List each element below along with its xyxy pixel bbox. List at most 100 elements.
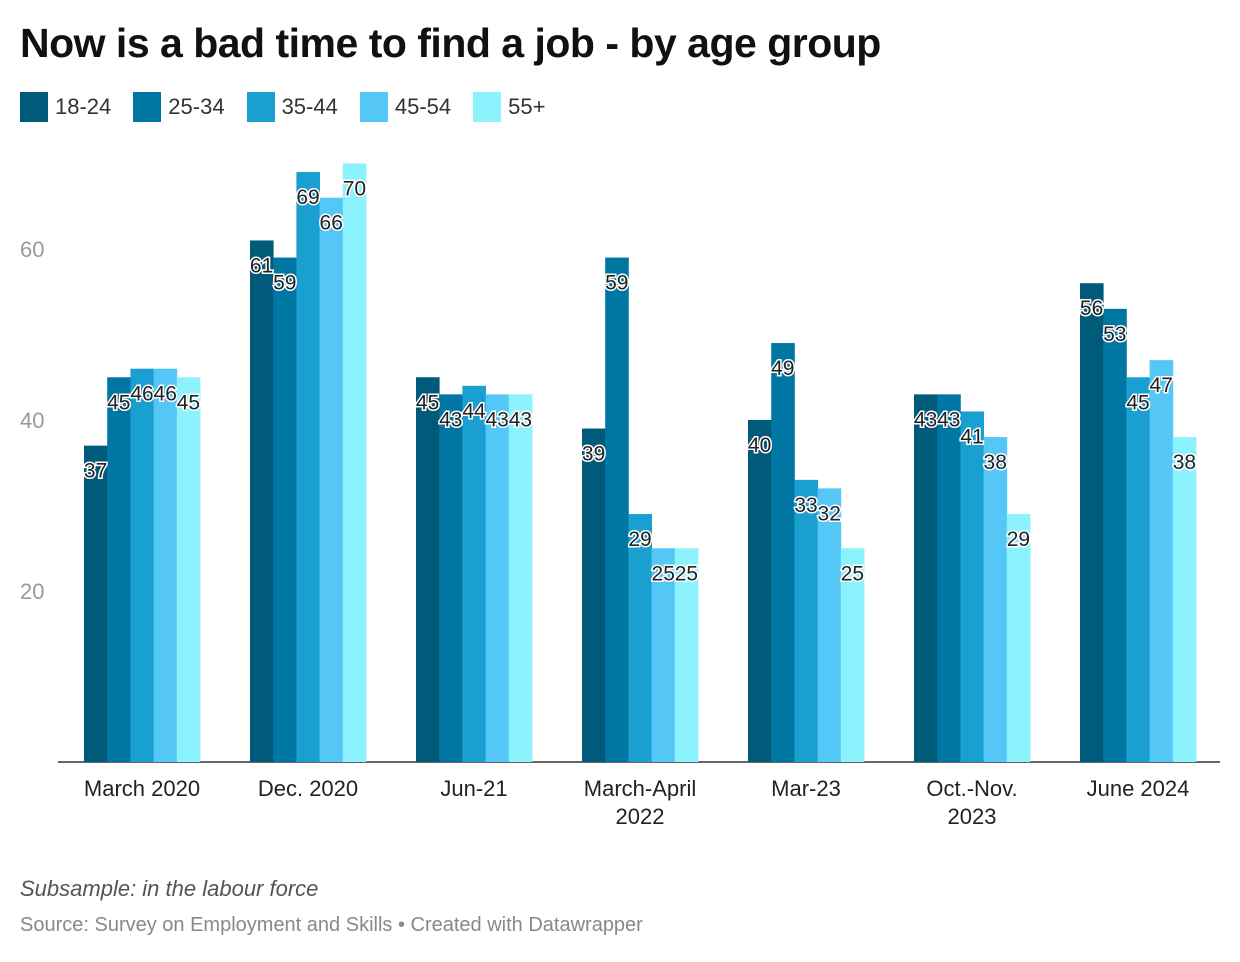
data-label: 25 (675, 562, 698, 585)
data-label: 46 (130, 383, 153, 406)
legend-item-1: 25-34 (133, 92, 225, 122)
legend-swatch (133, 92, 162, 122)
bar (605, 257, 629, 762)
legend-label: 45-54 (394, 94, 452, 119)
data-label: 59 (605, 272, 628, 295)
data-label: 44 (462, 400, 486, 423)
data-label: 45 (1126, 391, 1149, 414)
bar-chart: 20 40 60 March 2020 Dec. 2020 Jun-21 March-Apr… (20, 163, 1220, 829)
legend-label: 55+ (508, 94, 546, 119)
bar (960, 411, 984, 762)
bar (416, 377, 440, 762)
bar (1172, 437, 1197, 762)
data-label: 40 (748, 434, 771, 457)
legend: 18-24 25-34 35-44 45-54 55+ (20, 92, 567, 122)
legend-swatch (473, 92, 502, 122)
bar (1126, 377, 1150, 762)
bar (250, 240, 274, 762)
chart-title: Now is a bad time to find a job - by age… (20, 20, 881, 66)
data-label: 45 (177, 391, 200, 414)
subsample-note: Subsample: in the labour force (20, 876, 319, 901)
data-label: 43 (439, 408, 462, 431)
bar (748, 420, 772, 762)
bar (914, 394, 938, 762)
bar (153, 368, 178, 762)
bar (342, 163, 367, 762)
data-label: 47 (1150, 374, 1173, 397)
data-label: 69 (296, 186, 319, 209)
bar (1103, 308, 1127, 762)
x-category-label: Dec. 2020 (258, 776, 358, 801)
bar (628, 514, 652, 762)
legend-swatch (20, 92, 48, 122)
bar (817, 488, 842, 762)
data-label: 59 (273, 272, 296, 295)
data-label: 66 (320, 212, 343, 235)
bar (840, 548, 865, 762)
bar (983, 437, 1008, 762)
x-category-label: March-April 2022 (584, 776, 696, 829)
bar (582, 428, 606, 762)
data-label: 32 (818, 502, 841, 525)
data-label: 25 (841, 562, 864, 585)
bar (674, 548, 699, 762)
data-label: 38 (1173, 451, 1196, 474)
bar (130, 368, 154, 762)
y-tick-label: 20 (20, 579, 44, 604)
legend-item-4: 55+ (473, 92, 545, 122)
bar (1149, 360, 1174, 762)
data-label: 56 (1080, 297, 1103, 320)
x-category-label: June 2024 (1087, 776, 1190, 801)
data-label: 38 (984, 451, 1007, 474)
legend-swatch (359, 92, 388, 122)
legend-item-0: 18-24 (20, 92, 111, 122)
data-label: 45 (107, 391, 130, 414)
data-label: 53 (1103, 323, 1126, 346)
source-credit: Source: Survey on Employment and Skills … (20, 914, 643, 936)
bar (1080, 283, 1104, 762)
x-category-label: Mar-23 (771, 776, 841, 801)
data-label: 70 (343, 178, 366, 201)
data-label: 43 (486, 408, 509, 431)
x-category-label: March 2020 (84, 776, 200, 801)
bar (107, 377, 131, 762)
data-label: 43 (509, 408, 532, 431)
data-label: 49 (771, 357, 794, 380)
legend-label: 35-44 (281, 94, 338, 119)
x-category-label: Oct.-Nov. 2023 (926, 776, 1017, 829)
y-tick-label: 60 (20, 237, 44, 262)
legend-item-2: 35-44 (246, 92, 338, 122)
data-label: 43 (937, 408, 960, 431)
bar (651, 548, 676, 762)
data-label: 45 (416, 391, 439, 414)
bar (462, 385, 486, 762)
bar (1006, 514, 1031, 762)
data-label: 61 (250, 254, 273, 277)
data-label: 43 (914, 408, 937, 431)
bar (319, 197, 344, 762)
legend-swatch (246, 92, 275, 122)
bar (794, 479, 818, 762)
data-label: 46 (154, 383, 177, 406)
legend-item-3: 45-54 (359, 92, 452, 122)
bar (508, 394, 533, 762)
bar (937, 394, 961, 762)
data-label: 41 (960, 425, 983, 448)
bar (176, 377, 201, 762)
bar (439, 394, 463, 762)
data-label: 39 (582, 443, 605, 466)
bar (273, 257, 297, 762)
y-tick-label: 40 (20, 408, 44, 433)
data-label: 25 (652, 562, 675, 585)
data-label: 29 (628, 528, 651, 551)
x-category-label: Jun-21 (440, 776, 507, 801)
bar (771, 343, 795, 762)
data-label: 33 (794, 494, 817, 517)
bar (84, 445, 108, 762)
bar (485, 394, 510, 762)
data-label: 29 (1007, 528, 1030, 551)
data-label: 37 (84, 460, 107, 483)
legend-label: 18-24 (55, 94, 112, 119)
legend-label: 25-34 (168, 94, 225, 119)
bar (296, 172, 320, 763)
